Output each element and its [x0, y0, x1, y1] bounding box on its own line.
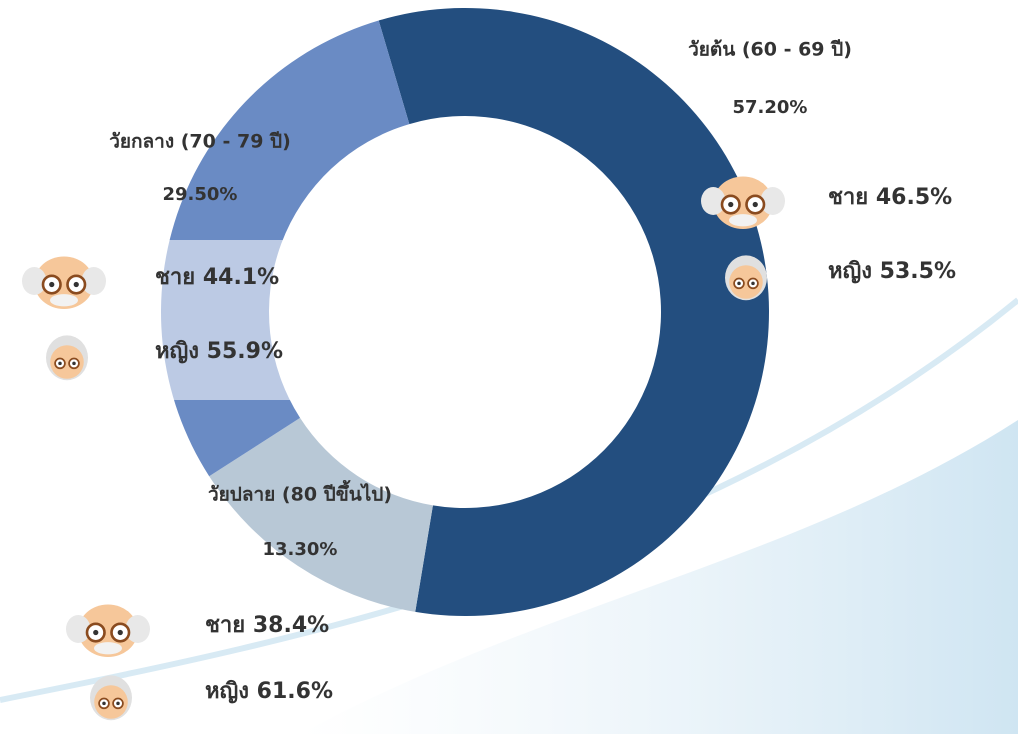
donut-slice [378, 7, 770, 617]
gender-name: ชาย [155, 265, 195, 290]
gender-name: หญิง [205, 679, 249, 704]
man-icon [20, 255, 108, 311]
gender-label: หญิง 55.9% [155, 339, 283, 364]
woman-icon [44, 334, 90, 382]
highlight-box [160, 240, 400, 400]
woman-icon [88, 674, 134, 722]
gender-label: หญิง 61.6% [205, 679, 333, 704]
donut-slice [209, 417, 433, 612]
gender-label: หญิง 53.5% [828, 259, 956, 284]
gender-value: 38.4% [253, 613, 329, 638]
category-label: วัยต้น (60 - 69 ปี) [688, 39, 852, 61]
gender-name: หญิง [155, 339, 199, 364]
man-icon [64, 603, 152, 659]
category-label: วัยกลาง (70 - 79 ปี) [109, 131, 291, 153]
gender-name: หญิง [828, 259, 872, 284]
woman-icon [723, 254, 769, 302]
value-label: 57.20% [733, 97, 808, 118]
gender-value: 44.1% [203, 265, 279, 290]
value-label: 29.50% [163, 184, 238, 205]
value-label: 13.30% [263, 539, 338, 560]
gender-label: ชาย 44.1% [155, 265, 279, 290]
background-swoosh [300, 420, 1018, 734]
category-label: วัยปลาย (80 ปีขึ้นไป) [208, 480, 392, 506]
gender-name: ชาย [205, 613, 245, 638]
gender-value: 55.9% [207, 339, 283, 364]
gender-name: ชาย [828, 185, 868, 210]
gender-label: ชาย 38.4% [205, 613, 329, 638]
gender-value: 61.6% [257, 679, 333, 704]
gender-label: ชาย 46.5% [828, 185, 952, 210]
gender-value: 46.5% [876, 185, 952, 210]
gender-value: 53.5% [880, 259, 956, 284]
